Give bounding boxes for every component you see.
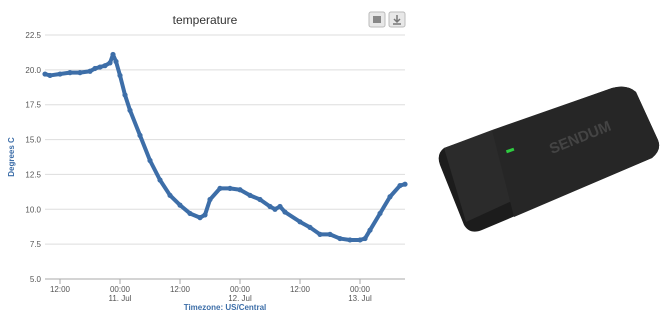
data-point xyxy=(397,183,402,188)
data-point xyxy=(282,209,287,214)
y-tick-label: 7.5 xyxy=(30,240,42,249)
data-point xyxy=(87,69,92,74)
data-point xyxy=(307,225,312,230)
data-point xyxy=(362,236,367,241)
data-point xyxy=(187,211,192,216)
data-point xyxy=(92,66,97,71)
chart-title: temperature xyxy=(173,13,238,27)
data-point xyxy=(167,193,172,198)
data-point xyxy=(202,212,207,217)
x-tick-label: 00:00 xyxy=(110,285,131,294)
data-point xyxy=(347,237,352,242)
data-point xyxy=(122,92,127,97)
y-tick-label: 15.0 xyxy=(25,136,41,145)
data-point xyxy=(207,197,212,202)
print-button[interactable] xyxy=(369,12,385,27)
data-point xyxy=(97,64,102,69)
y-tick-label: 12.5 xyxy=(25,170,41,179)
data-point xyxy=(267,204,272,209)
data-point xyxy=(57,71,62,76)
x-tick-date: 12. Jul xyxy=(228,294,252,303)
data-point xyxy=(102,63,107,68)
data-point xyxy=(337,236,342,241)
x-tick-label: 12:00 xyxy=(170,285,191,294)
x-tick-label: 12:00 xyxy=(50,285,71,294)
data-point xyxy=(237,187,242,192)
data-point xyxy=(247,193,252,198)
data-point xyxy=(113,59,118,64)
y-tick-label: 22.5 xyxy=(25,31,41,40)
data-point xyxy=(377,211,382,216)
x-tick-label: 12:00 xyxy=(290,285,311,294)
x-tick-date: 13. Jul xyxy=(348,294,372,303)
data-point xyxy=(147,158,152,163)
data-point xyxy=(127,108,132,113)
data-point xyxy=(277,204,282,209)
data-point xyxy=(117,73,122,78)
data-point xyxy=(197,215,202,220)
x-tick-label: 00:00 xyxy=(230,285,251,294)
data-point xyxy=(217,186,222,191)
data-point xyxy=(110,52,115,57)
y-tick-label: 17.5 xyxy=(25,101,41,110)
data-point xyxy=(257,197,262,202)
download-button[interactable] xyxy=(389,12,405,27)
y-axis-title: Degrees C xyxy=(7,137,16,177)
data-point xyxy=(77,70,82,75)
x-tick-date: 11. Jul xyxy=(109,294,132,303)
data-point xyxy=(47,73,52,78)
data-point xyxy=(387,194,392,199)
data-point xyxy=(327,232,332,237)
data-point xyxy=(67,70,72,75)
data-point xyxy=(42,71,47,76)
data-point xyxy=(357,237,362,242)
series-line xyxy=(45,55,405,240)
y-tick-label: 20.0 xyxy=(25,66,41,75)
data-point xyxy=(297,219,302,224)
data-point xyxy=(107,60,112,65)
device-photo: SENDUM xyxy=(422,70,662,270)
data-point xyxy=(177,203,182,208)
y-tick-label: 10.0 xyxy=(25,205,41,214)
x-axis-title: Timezone: US/Central xyxy=(184,303,267,312)
chart: temperature Degrees C Timezone: US/Centr… xyxy=(0,0,420,314)
data-point xyxy=(367,228,372,233)
y-tick-label: 5.0 xyxy=(30,275,42,284)
page: temperature Degrees C Timezone: US/Centr… xyxy=(0,0,662,314)
data-point xyxy=(317,232,322,237)
data-point xyxy=(402,182,407,187)
data-point xyxy=(272,207,277,212)
data-point xyxy=(137,133,142,138)
x-tick-label: 00:00 xyxy=(350,285,371,294)
data-point xyxy=(227,186,232,191)
data-point xyxy=(157,177,162,182)
